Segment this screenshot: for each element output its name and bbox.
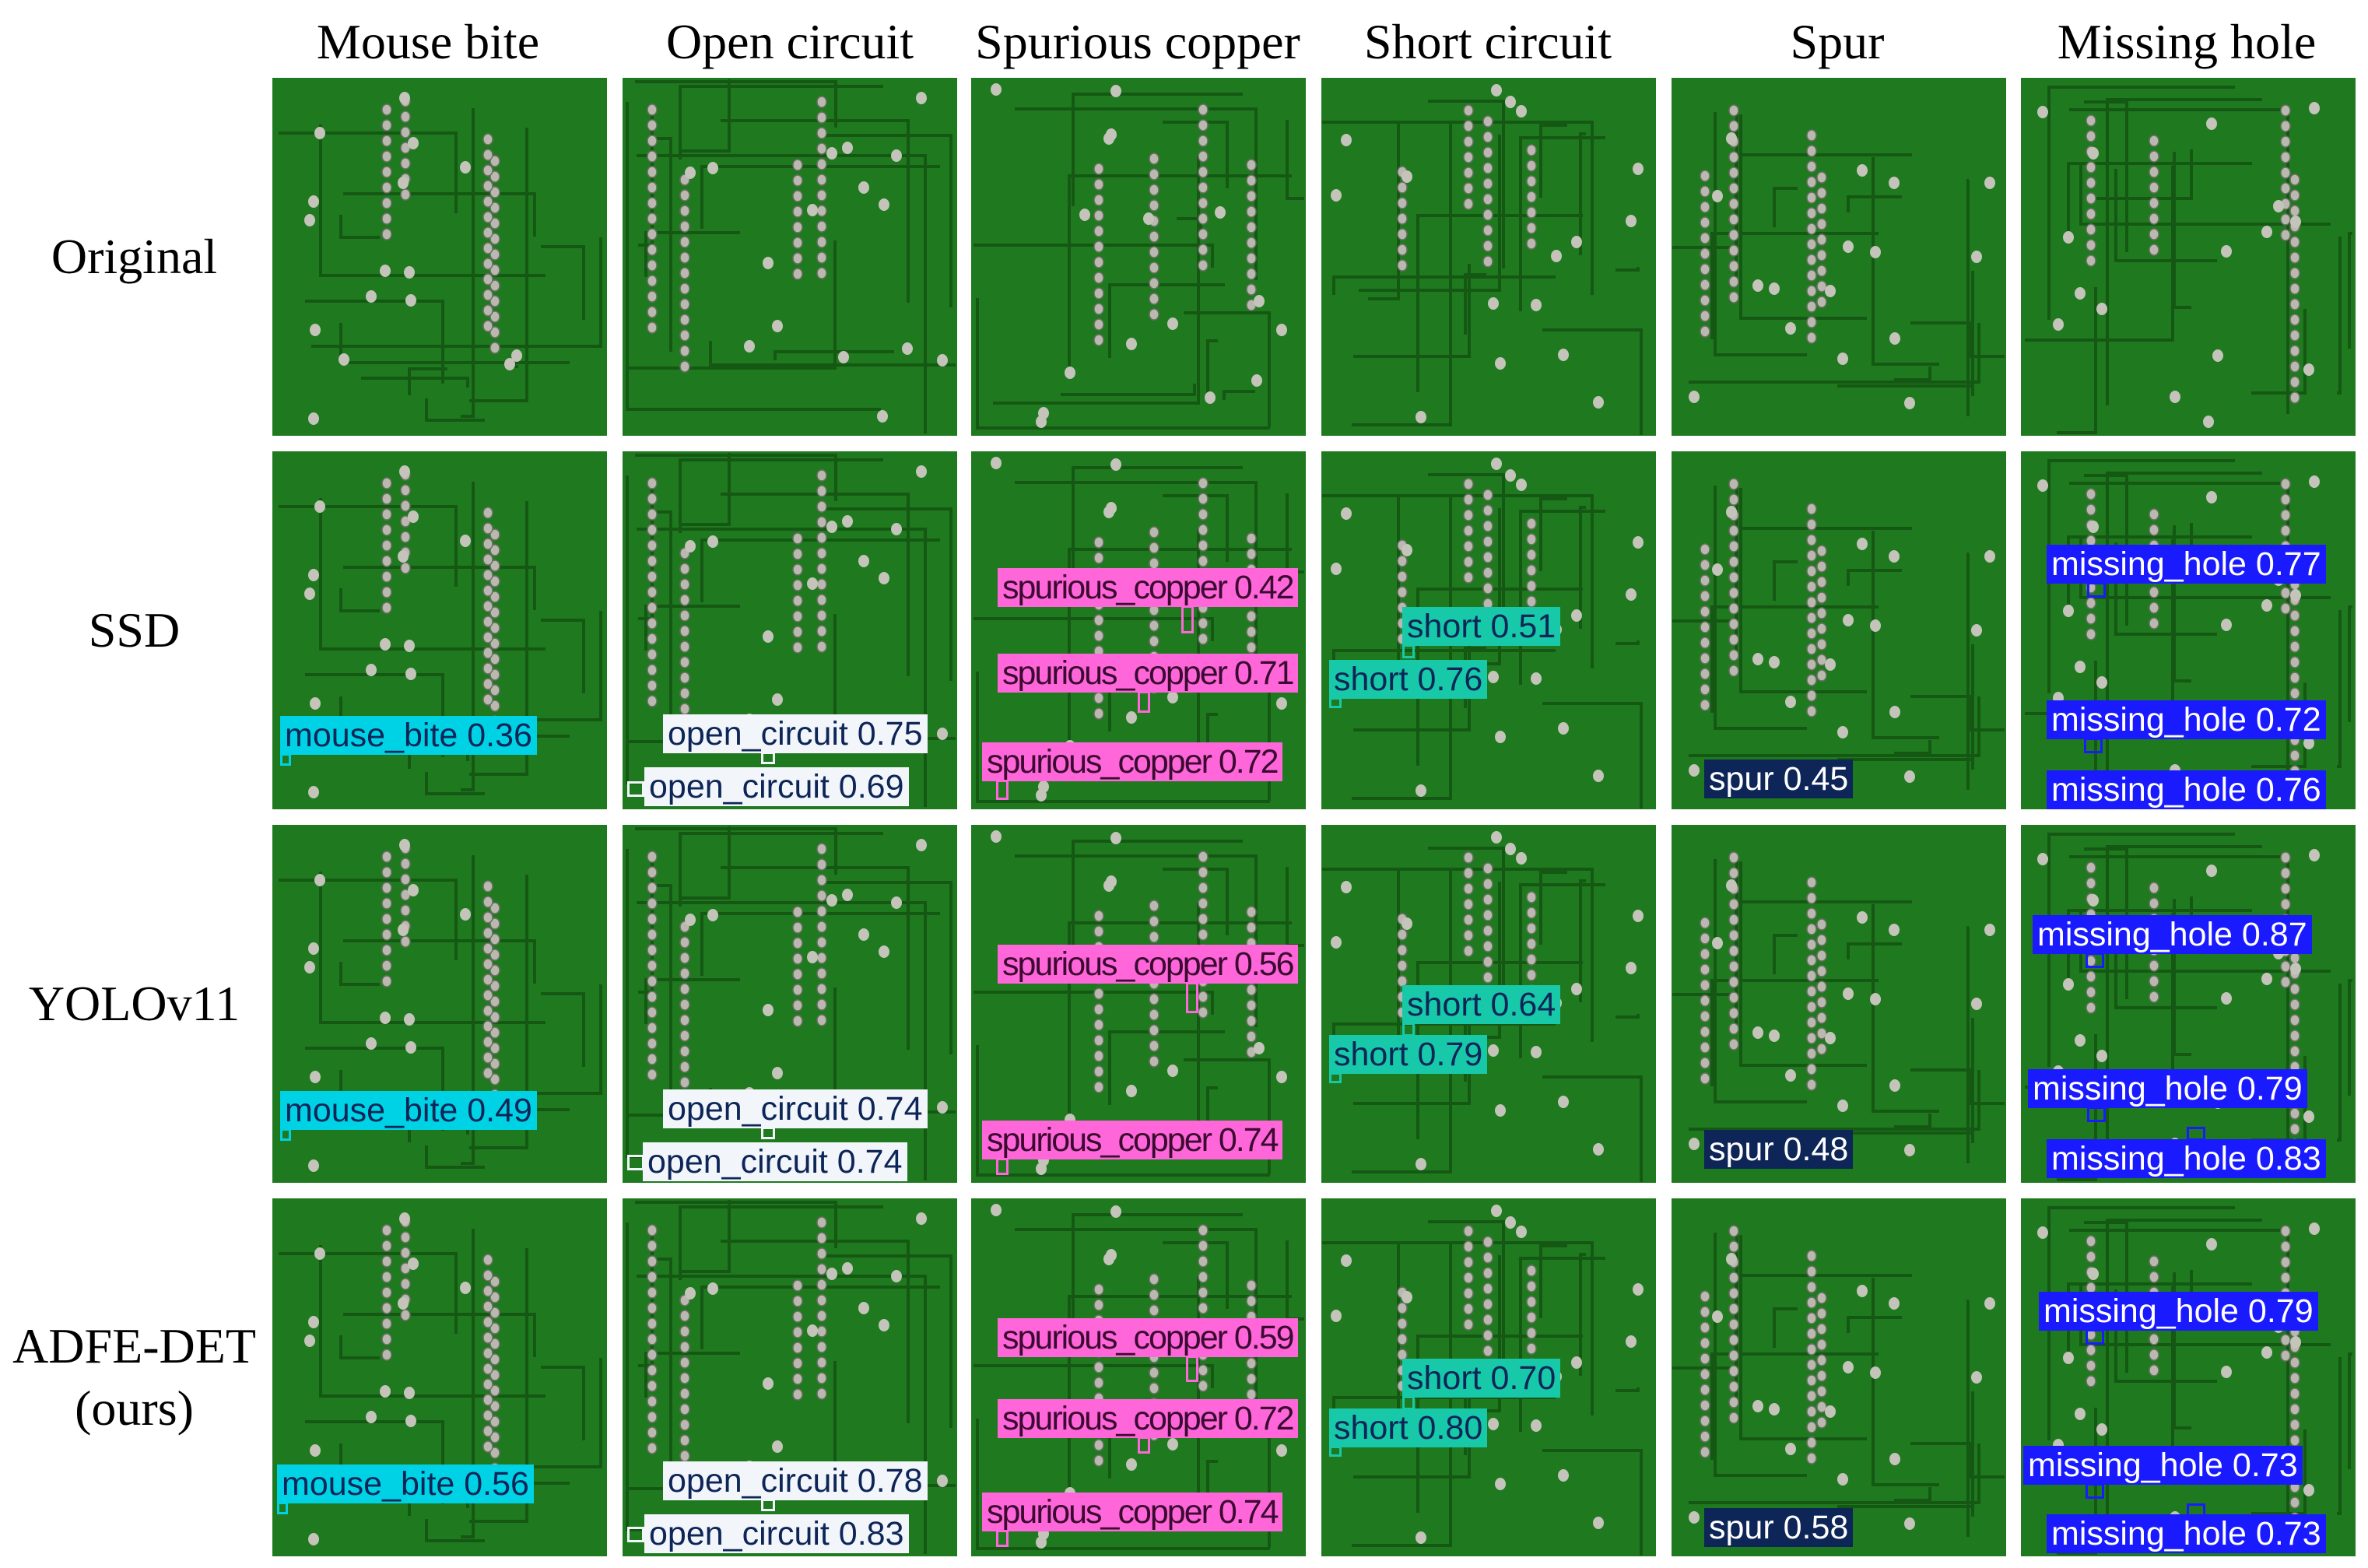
- detection-label: spurious_copper 0.59: [998, 1318, 1298, 1357]
- row-header-yolov11: YOLOv11: [0, 973, 268, 1035]
- detection-box: [761, 1499, 775, 1511]
- detection-label: spurious_copper 0.72: [982, 742, 1282, 781]
- detection-label: spurious_copper 0.74: [982, 1121, 1282, 1159]
- detection-box: [627, 781, 644, 797]
- detection-label: spurious_copper 0.56: [998, 945, 1298, 984]
- detection-label: missing_hole 0.87: [2033, 915, 2312, 954]
- detection-label: mouse_bite 0.49: [280, 1091, 537, 1130]
- detection-box: [1329, 697, 1342, 708]
- detection-box: [1138, 691, 1150, 713]
- detection-box: [2086, 952, 2104, 968]
- detection-box: [1138, 1436, 1150, 1454]
- row-label: ADFE-DET: [12, 1318, 256, 1373]
- row-sublabel: (ours): [75, 1380, 194, 1436]
- detection-label: spur 0.48: [1704, 1130, 1854, 1169]
- detection-label: open_circuit 0.74: [663, 1089, 928, 1128]
- pcb-image-adfe-det-missing-hole: [2021, 1198, 2356, 1556]
- detection-box: [280, 1128, 291, 1141]
- detection-box: [996, 1158, 1009, 1175]
- detection-box: [761, 1127, 775, 1139]
- pcb-image-yolov11-spur: [1672, 825, 2006, 1183]
- pcb-image-original-missing-hole: [2021, 78, 2356, 436]
- row-label: YOLOv11: [28, 976, 240, 1031]
- column-header-short-circuit: Short circuit: [1363, 14, 1612, 69]
- detection-label: short 0.64: [1402, 985, 1561, 1024]
- pcb-image-original-short-circuit: [1321, 78, 1656, 436]
- detection-label: open_circuit 0.74: [643, 1142, 907, 1181]
- detection-label: spur 0.45: [1704, 759, 1854, 798]
- detection-box: [627, 1527, 644, 1542]
- pcb-image-original-mouse-bite: [272, 78, 607, 436]
- detection-box: [277, 1502, 288, 1514]
- detection-box: [1186, 1356, 1198, 1382]
- pcb-image-original-open-circuit: [623, 78, 957, 436]
- detection-label: short 0.79: [1329, 1035, 1488, 1074]
- row-header-adfe-det: ADFE-DET (ours): [0, 1315, 268, 1440]
- detection-label: missing_hole 0.73: [2023, 1446, 2303, 1485]
- detection-box: [2087, 582, 2106, 598]
- row-label: SSD: [88, 602, 181, 658]
- pcb-image-yolov11-open-circuit: [623, 825, 957, 1183]
- pcb-image-adfe-det-open-circuit: [623, 1198, 957, 1556]
- pcb-image-original-spurious-copper: [971, 78, 1306, 436]
- detection-label: short 0.80: [1329, 1408, 1488, 1447]
- detection-box: [2084, 738, 2103, 753]
- detection-label: missing_hole 0.72: [2047, 700, 2326, 739]
- detection-box: [1329, 1072, 1342, 1083]
- detection-box: [2187, 1503, 2205, 1517]
- detection-box: [1181, 605, 1194, 633]
- detection-label: missing_hole 0.73: [2047, 1514, 2326, 1553]
- detection-label: missing_hole 0.83: [2047, 1139, 2326, 1178]
- pcb-image-original-spur: [1672, 78, 2006, 436]
- column-header-missing-hole: Missing hole: [2057, 14, 2317, 69]
- detection-box: [1186, 982, 1198, 1013]
- column-header-spurious-copper: Spurious copper: [975, 14, 1300, 69]
- detection-label: missing_hole 0.79: [2039, 1292, 2318, 1331]
- detection-label: missing_hole 0.76: [2047, 770, 2326, 809]
- detection-box: [627, 1155, 644, 1170]
- detection-label: mouse_bite 0.36: [280, 716, 537, 755]
- detection-label: spurious_copper 0.42: [998, 568, 1298, 607]
- row-header-ssd: SSD: [0, 599, 268, 661]
- detection-label: spurious_copper 0.74: [982, 1493, 1282, 1531]
- detection-box: [996, 1530, 1009, 1547]
- detection-label: open_circuit 0.78: [663, 1461, 928, 1500]
- pcb-image-ssd-missing-hole: [2021, 451, 2356, 809]
- detection-label: missing_hole 0.79: [2028, 1069, 2307, 1108]
- column-header-spur: Spur: [1790, 14, 1885, 69]
- detection-box: [2187, 1127, 2205, 1141]
- detection-label: spurious_copper 0.71: [998, 654, 1298, 693]
- detection-label: short 0.70: [1402, 1359, 1561, 1398]
- pcb-image-ssd-mouse-bite: [272, 451, 607, 809]
- detection-label: missing_hole 0.77: [2047, 545, 2326, 584]
- row-label: Original: [51, 229, 218, 284]
- detection-box: [280, 753, 291, 766]
- detection-label: short 0.76: [1329, 660, 1488, 699]
- detection-box: [1402, 644, 1415, 658]
- detection-box: [2086, 1329, 2104, 1345]
- detection-label: mouse_bite 0.56: [277, 1465, 534, 1503]
- detection-label: short 0.51: [1402, 607, 1561, 646]
- pcb-image-ssd-spur: [1672, 451, 2006, 809]
- detection-label: open_circuit 0.75: [663, 714, 928, 753]
- detection-box: [2086, 1483, 2104, 1499]
- detection-box: [1329, 1446, 1342, 1457]
- detection-label: open_circuit 0.69: [644, 767, 909, 806]
- row-header-original: Original: [0, 226, 268, 288]
- pcb-image-adfe-det-spur: [1672, 1198, 2006, 1556]
- column-header-open-circuit: Open circuit: [665, 14, 914, 69]
- detection-box: [761, 752, 775, 764]
- column-header-mouse-bite: Mouse bite: [316, 14, 540, 69]
- detection-label: spur 0.58: [1704, 1508, 1854, 1547]
- detection-label: spurious_copper 0.72: [998, 1399, 1298, 1438]
- detection-box: [2087, 1107, 2106, 1122]
- pcb-image-ssd-open-circuit: [623, 451, 957, 809]
- detection-box: [996, 780, 1009, 800]
- detection-label: open_circuit 0.83: [644, 1514, 909, 1553]
